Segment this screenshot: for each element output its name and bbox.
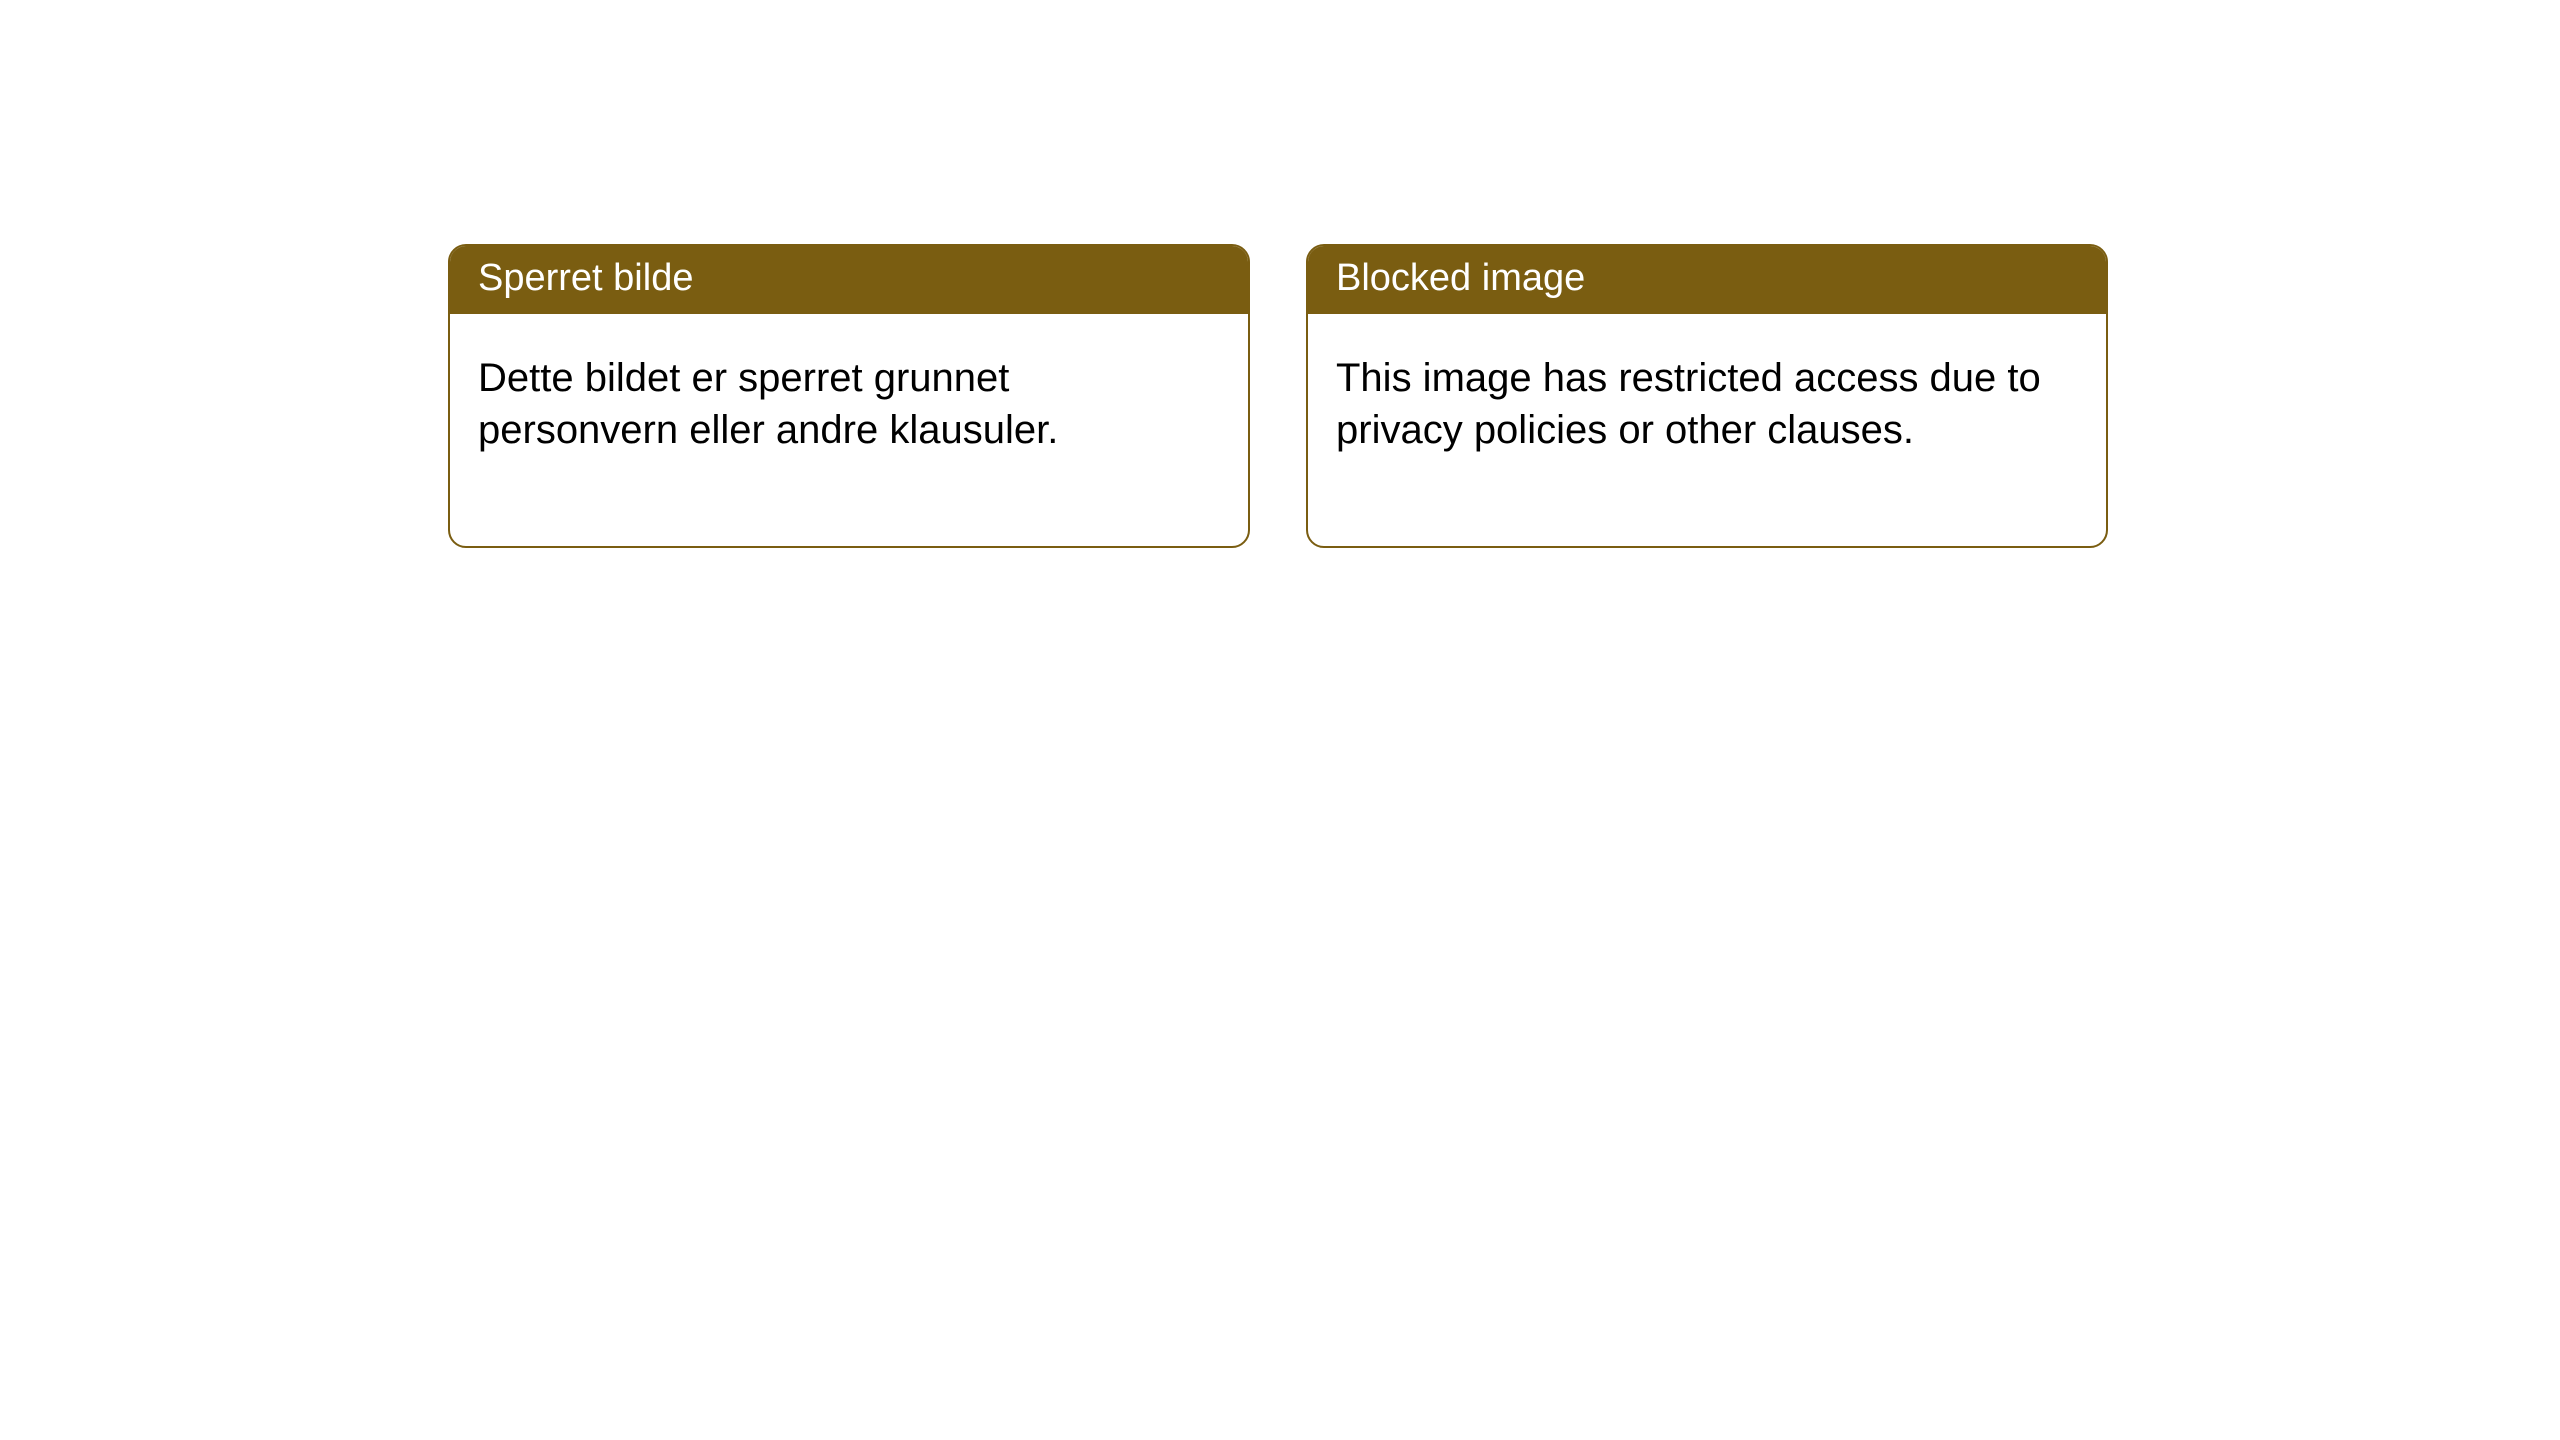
notice-body: This image has restricted access due to … (1308, 314, 2106, 546)
notice-container: Sperret bilde Dette bildet er sperret gr… (0, 0, 2560, 548)
notice-card-english: Blocked image This image has restricted … (1306, 244, 2108, 548)
notice-title: Blocked image (1308, 246, 2106, 314)
notice-body: Dette bildet er sperret grunnet personve… (450, 314, 1248, 546)
notice-card-norwegian: Sperret bilde Dette bildet er sperret gr… (448, 244, 1250, 548)
notice-title: Sperret bilde (450, 246, 1248, 314)
